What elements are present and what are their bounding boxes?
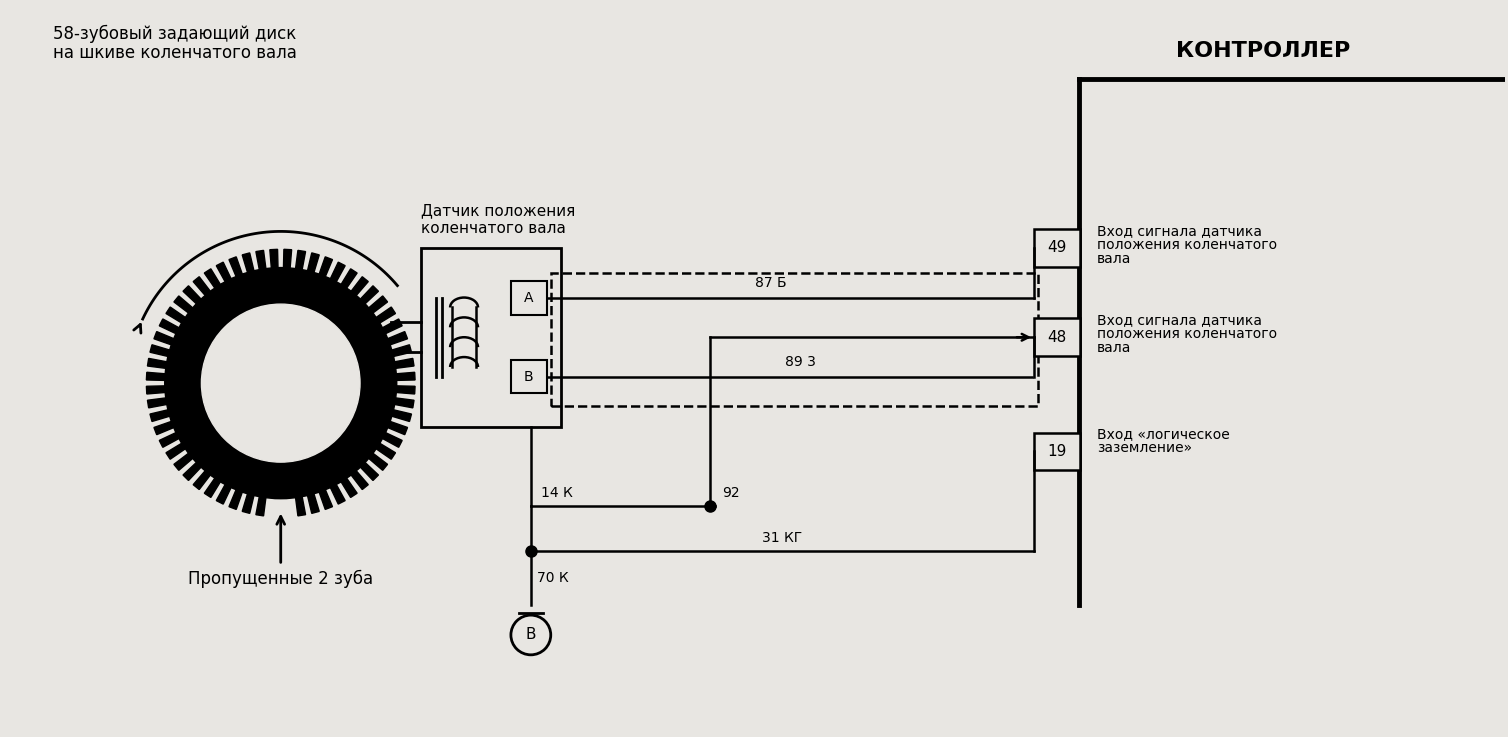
Polygon shape: [193, 276, 210, 296]
Polygon shape: [351, 471, 368, 489]
Polygon shape: [388, 332, 407, 345]
Polygon shape: [330, 484, 345, 504]
Bar: [1034, 229, 1080, 267]
Bar: [1034, 318, 1080, 356]
Polygon shape: [146, 386, 164, 394]
Polygon shape: [296, 497, 306, 516]
Polygon shape: [388, 422, 407, 435]
Text: 48: 48: [1047, 329, 1066, 345]
Polygon shape: [296, 251, 306, 270]
Polygon shape: [182, 286, 201, 304]
Polygon shape: [392, 345, 412, 357]
Polygon shape: [375, 443, 395, 459]
Polygon shape: [320, 490, 332, 509]
Bar: [421, 248, 561, 427]
Text: 58-зубовый задающий диск: 58-зубовый задающий диск: [53, 24, 296, 43]
Polygon shape: [173, 453, 193, 470]
Polygon shape: [395, 358, 415, 368]
Polygon shape: [330, 262, 345, 282]
Text: 89 3: 89 3: [784, 354, 816, 368]
Polygon shape: [149, 410, 169, 422]
Polygon shape: [383, 319, 403, 334]
Bar: [511, 360, 547, 394]
Text: положения коленчатого: положения коленчатого: [1096, 327, 1277, 341]
Text: Пропущенные 2 зуба: Пропущенные 2 зуба: [188, 570, 374, 588]
Polygon shape: [204, 269, 220, 288]
Polygon shape: [160, 319, 179, 334]
Polygon shape: [146, 372, 164, 380]
Polygon shape: [204, 478, 220, 497]
Polygon shape: [395, 398, 415, 408]
Text: КОНТРОЛЛЕР: КОНТРОЛЛЕР: [1176, 41, 1350, 61]
Text: A: A: [525, 291, 534, 305]
Text: коленчатого вала: коленчатого вала: [421, 221, 566, 236]
Bar: [1034, 433, 1080, 470]
Circle shape: [164, 268, 397, 499]
Polygon shape: [166, 307, 185, 323]
Polygon shape: [360, 286, 379, 304]
Text: вала: вала: [1096, 341, 1131, 355]
Text: 14 К: 14 К: [541, 486, 573, 500]
Text: 87 Б: 87 Б: [754, 276, 786, 290]
Text: 19: 19: [1047, 444, 1066, 459]
Polygon shape: [148, 358, 167, 368]
Text: 92: 92: [722, 486, 740, 500]
Polygon shape: [216, 484, 231, 504]
Text: В: В: [526, 627, 535, 643]
Text: 49: 49: [1047, 240, 1066, 256]
Text: заземление»: заземление»: [1096, 441, 1191, 455]
Text: B: B: [523, 369, 534, 383]
Polygon shape: [397, 372, 415, 380]
Text: Вход «логическое: Вход «логическое: [1096, 427, 1229, 441]
Text: вала: вала: [1096, 252, 1131, 266]
Polygon shape: [397, 386, 415, 394]
Polygon shape: [369, 296, 388, 313]
Polygon shape: [154, 422, 173, 435]
Polygon shape: [256, 497, 265, 516]
Bar: [511, 281, 547, 315]
Polygon shape: [256, 251, 265, 270]
Polygon shape: [243, 494, 253, 514]
Polygon shape: [243, 253, 253, 273]
Bar: [550, 273, 1038, 406]
Polygon shape: [375, 307, 395, 323]
Polygon shape: [160, 433, 179, 447]
Polygon shape: [320, 256, 332, 276]
Text: Вход сигнала датчика: Вход сигнала датчика: [1096, 313, 1262, 327]
Polygon shape: [154, 332, 173, 345]
Polygon shape: [341, 269, 357, 288]
Polygon shape: [383, 433, 403, 447]
Polygon shape: [193, 471, 210, 489]
Polygon shape: [360, 462, 379, 481]
Polygon shape: [351, 276, 368, 296]
Text: Вход сигнала датчика: Вход сигнала датчика: [1096, 224, 1262, 238]
Circle shape: [202, 304, 360, 462]
Polygon shape: [369, 453, 388, 470]
Polygon shape: [308, 253, 320, 273]
Polygon shape: [341, 478, 357, 497]
Polygon shape: [149, 345, 169, 357]
Polygon shape: [308, 494, 320, 514]
Polygon shape: [173, 296, 193, 313]
Polygon shape: [392, 410, 412, 422]
Polygon shape: [182, 462, 201, 481]
Text: 70 К: 70 К: [537, 571, 569, 585]
Polygon shape: [229, 490, 243, 509]
Polygon shape: [284, 249, 291, 268]
Text: положения коленчатого: положения коленчатого: [1096, 238, 1277, 252]
Text: 31 КГ: 31 КГ: [763, 531, 802, 545]
Polygon shape: [270, 249, 277, 268]
Polygon shape: [216, 262, 231, 282]
Polygon shape: [229, 256, 243, 276]
Polygon shape: [166, 443, 185, 459]
Text: Датчик положения: Датчик положения: [421, 203, 576, 218]
Polygon shape: [148, 398, 167, 408]
Text: на шкиве коленчатого вала: на шкиве коленчатого вала: [53, 44, 297, 63]
